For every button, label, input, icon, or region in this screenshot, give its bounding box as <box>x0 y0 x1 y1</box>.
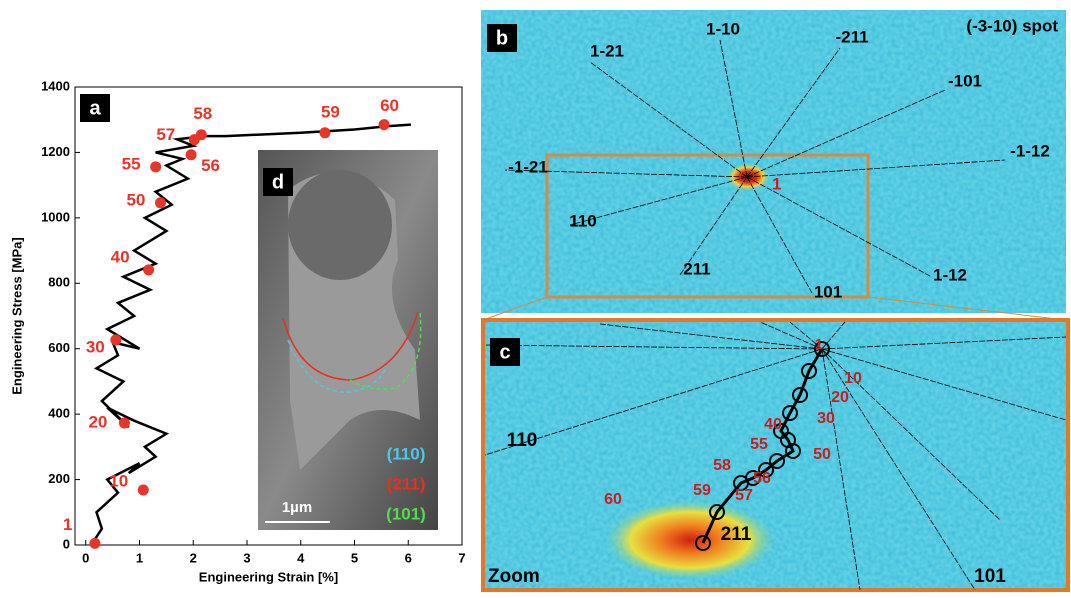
data-point <box>89 538 100 549</box>
data-point <box>150 161 161 172</box>
point-label: 55 <box>122 154 141 173</box>
y-tick-label: 600 <box>48 340 70 355</box>
data-point <box>196 129 207 140</box>
point-label: 56 <box>201 156 220 175</box>
step-label: 50 <box>813 446 831 463</box>
direction-label: 110 <box>507 430 538 451</box>
data-point <box>319 127 330 138</box>
data-point <box>138 485 149 496</box>
point-label: 50 <box>126 190 145 209</box>
legend-entry: (211) <box>387 474 426 493</box>
y-tick-label: 800 <box>48 275 70 290</box>
y-tick-label: 400 <box>48 406 70 421</box>
step-label: 20 <box>831 389 849 406</box>
panel-label: b <box>496 27 508 49</box>
noise <box>481 10 1066 313</box>
direction-label: -101 <box>948 71 982 90</box>
direction-label: -211 <box>835 27 868 46</box>
direction-label: 101 <box>974 566 1006 587</box>
data-point <box>186 149 197 160</box>
data-point <box>155 197 166 208</box>
panel-label: a <box>89 97 101 119</box>
point-label: 10 <box>109 472 128 491</box>
point-label: 60 <box>380 96 399 115</box>
x-tick-label: 5 <box>351 550 358 565</box>
x-tick-label: 6 <box>405 550 412 565</box>
x-axis-label: Engineering Strain [%] <box>199 569 338 584</box>
pillar-top <box>288 170 392 280</box>
center-label: 1 <box>815 336 823 353</box>
data-point <box>110 334 121 345</box>
y-tick-label: 0 <box>63 536 70 551</box>
figure: 1-10-2111-21-101-1-12-1-211102111011-121… <box>0 0 1071 593</box>
point-label: 58 <box>193 104 212 123</box>
step-label: 56 <box>753 470 771 487</box>
panel-label: d <box>272 171 284 193</box>
step-label: 55 <box>750 436 768 453</box>
data-point <box>379 119 390 130</box>
step-label: 57 <box>735 487 753 504</box>
data-point <box>143 264 154 275</box>
x-tick-label: 3 <box>243 550 250 565</box>
direction-label: 1-10 <box>706 19 740 38</box>
zoom-label: Zoom <box>488 566 540 587</box>
y-axis-label: Engineering Stress [MPa] <box>9 237 24 394</box>
x-tick-label: 1 <box>136 550 143 565</box>
y-tick-label: 1200 <box>41 144 70 159</box>
step-label: 60 <box>604 491 622 508</box>
direction-label: 1-12 <box>933 265 967 284</box>
direction-label: 1-21 <box>590 41 624 60</box>
direction-label: -1-21 <box>508 157 548 176</box>
x-tick-label: 2 <box>190 550 197 565</box>
point-label: 1 <box>63 515 72 534</box>
point-label: 57 <box>156 125 175 144</box>
legend-entry: (101) <box>386 504 426 523</box>
center-label: 1 <box>772 174 781 193</box>
point-label: 30 <box>86 337 105 356</box>
point-label: 40 <box>111 247 130 266</box>
direction-label: 211 <box>683 259 710 278</box>
y-tick-label: 1000 <box>41 209 70 224</box>
direction-label: 110 <box>569 211 596 230</box>
step-label: 10 <box>844 370 862 387</box>
data-point <box>119 417 130 428</box>
y-tick-label: 200 <box>48 471 70 486</box>
direction-label: 101 <box>814 282 842 301</box>
step-label: 40 <box>764 416 782 433</box>
panel-label: c <box>499 341 510 363</box>
spot-label: (-3-10) spot <box>966 16 1058 35</box>
step-label: 30 <box>817 410 835 427</box>
x-tick-label: 0 <box>82 550 89 565</box>
step-label: 58 <box>713 457 731 474</box>
legend-entry: (110) <box>387 444 426 463</box>
step-label: 59 <box>693 482 711 499</box>
direction-label: -1-12 <box>1010 141 1050 160</box>
end-label: 211 <box>721 524 752 545</box>
point-label: 20 <box>88 412 107 431</box>
y-tick-label: 1400 <box>41 78 70 93</box>
x-tick-label: 4 <box>297 550 305 565</box>
x-tick-label: 7 <box>458 550 465 565</box>
point-label: 59 <box>321 102 340 121</box>
scale-label: 1µm <box>282 499 312 516</box>
